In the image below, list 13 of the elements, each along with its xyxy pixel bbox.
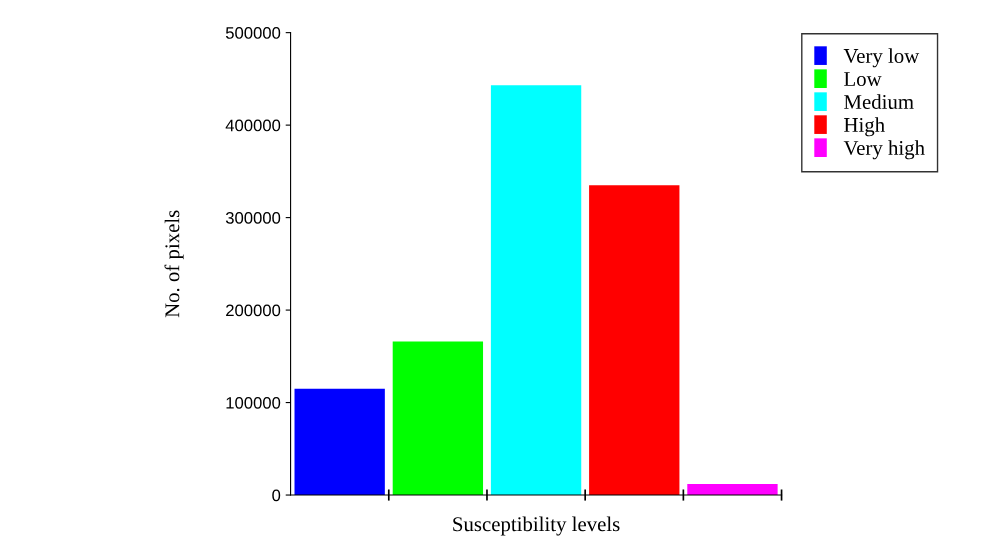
legend-label: High — [844, 117, 885, 137]
y-tick-label: 500000 — [225, 27, 281, 39]
legend-label: Very high — [843, 140, 925, 160]
y-tick-label: 400000 — [225, 119, 281, 132]
y-tick-label: 0 — [272, 489, 281, 502]
y-axis-title: No. of pixels — [164, 210, 184, 318]
y-tick-label: 200000 — [226, 304, 281, 317]
legend-label: Very low — [843, 48, 920, 68]
y-tick-label: 300000 — [225, 212, 281, 224]
x-axis-title: Susceptibility levels — [453, 516, 620, 536]
y-tick-label: 100000 — [226, 396, 281, 409]
legend-label: Medium — [844, 94, 914, 109]
legend-label: Low — [844, 72, 882, 87]
